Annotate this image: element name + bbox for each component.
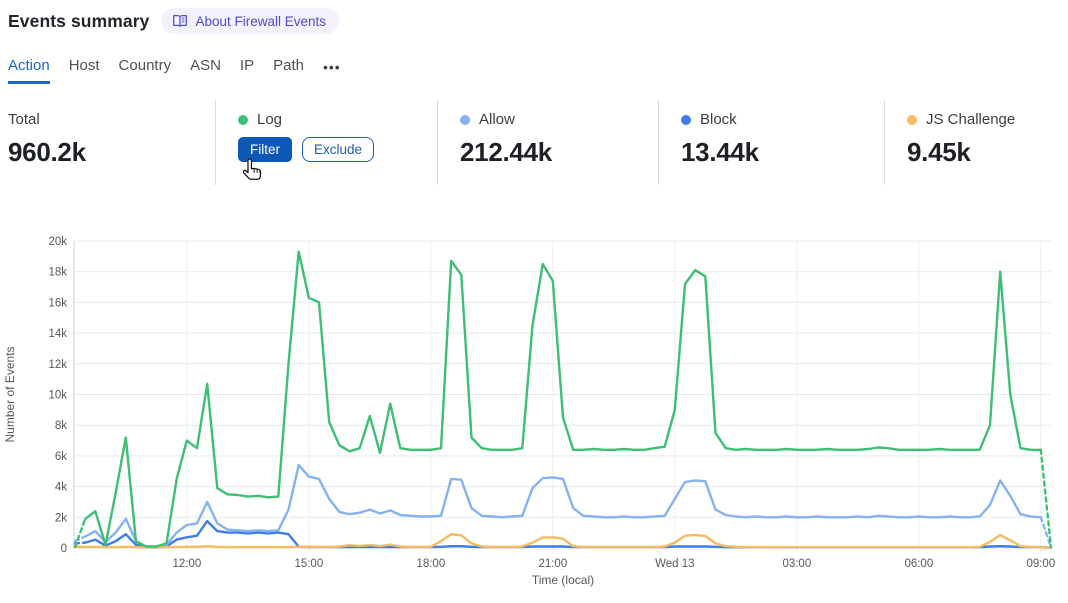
svg-text:03:00: 03:00 (782, 558, 811, 570)
svg-text:18k: 18k (48, 267, 67, 279)
svg-text:0: 0 (61, 543, 67, 555)
tab-ip[interactable]: IP (239, 57, 255, 74)
filter-button[interactable]: Filter (238, 137, 292, 162)
stat-card-block[interactable]: Block 13.44k (658, 100, 884, 185)
ellipsis-icon[interactable]: ••• (322, 59, 341, 75)
tab-action[interactable]: Action (8, 57, 50, 84)
svg-text:18:00: 18:00 (416, 558, 445, 570)
svg-text:20k: 20k (48, 236, 67, 248)
header: Events summary About Firewall Events (8, 8, 340, 34)
svg-text:2k: 2k (55, 512, 67, 524)
stat-card-allow[interactable]: Allow 212.44k (437, 100, 658, 185)
series-line-allow-partial-start (73, 535, 87, 543)
series-line-allow-partial-end (1039, 516, 1053, 549)
about-firewall-events-link[interactable]: About Firewall Events (161, 8, 340, 34)
y-axis-label: Number of Events (3, 346, 17, 442)
tab-asn[interactable]: ASN (190, 57, 221, 74)
tab-host[interactable]: Host (68, 57, 100, 74)
series-line-js_challenge (73, 533, 1053, 549)
events-chart-svg: 0 2k 4k 6k 8k 10k 12k 14k 16k 18k 20k 12:00 15:00 18:… (3, 236, 1055, 587)
series-line-allow (84, 463, 1042, 549)
stat-card-js-challenge[interactable]: JS Challenge 9.45k (884, 100, 1068, 185)
stat-card-log[interactable]: Log Filter Exclude (215, 100, 437, 185)
tab-bar: Action Host Country ASN IP Path ••• (8, 57, 341, 84)
allow-value: 212.44k (460, 137, 552, 167)
svg-text:6k: 6k (55, 451, 67, 463)
series-line-log (84, 250, 1042, 548)
svg-text:4k: 4k (55, 482, 67, 494)
series-line-log-partial-end (1039, 448, 1053, 549)
js-challenge-value: 9.45k (907, 137, 971, 167)
about-link-label: About Firewall Events (195, 13, 327, 29)
svg-text:Wed 13: Wed 13 (655, 558, 694, 570)
page-title: Events summary (8, 10, 150, 31)
js-challenge-dot (907, 114, 917, 125)
svg-text:8k: 8k (55, 420, 67, 432)
log-dot (238, 114, 248, 125)
js-challenge-label: JS Challenge (926, 111, 1016, 128)
svg-text:21:00: 21:00 (538, 558, 567, 570)
stat-card-total: Total 960.2k (0, 100, 215, 185)
total-value: 960.2k (8, 137, 86, 167)
svg-text:10k: 10k (48, 390, 67, 402)
x-axis-label: Time (local) (532, 573, 594, 587)
stats-row: Total 960.2k Log Filter Exclude Allow 21… (0, 100, 1068, 185)
log-label: Log (257, 111, 283, 128)
allow-dot (460, 114, 470, 125)
exclude-button[interactable]: Exclude (302, 137, 375, 162)
block-dot (681, 114, 691, 125)
book-icon (172, 13, 188, 29)
block-value: 13.44k (681, 137, 759, 167)
svg-text:06:00: 06:00 (904, 558, 933, 570)
svg-text:09:00: 09:00 (1026, 558, 1055, 570)
svg-text:16k: 16k (48, 297, 67, 309)
tab-country[interactable]: Country (118, 57, 172, 74)
total-label: Total (8, 111, 40, 128)
svg-text:12k: 12k (48, 359, 67, 371)
events-time-series-chart[interactable]: 0 2k 4k 6k 8k 10k 12k 14k 16k 18k 20k 12:00 15:00 18:… (0, 226, 1068, 598)
svg-text:15:00: 15:00 (294, 558, 323, 570)
svg-text:14k: 14k (48, 328, 67, 340)
svg-text:12:00: 12:00 (172, 558, 201, 570)
block-label: Block (700, 111, 737, 128)
tab-path[interactable]: Path (273, 57, 304, 74)
allow-label: Allow (479, 111, 515, 128)
series-line-log-partial-start (73, 517, 87, 549)
